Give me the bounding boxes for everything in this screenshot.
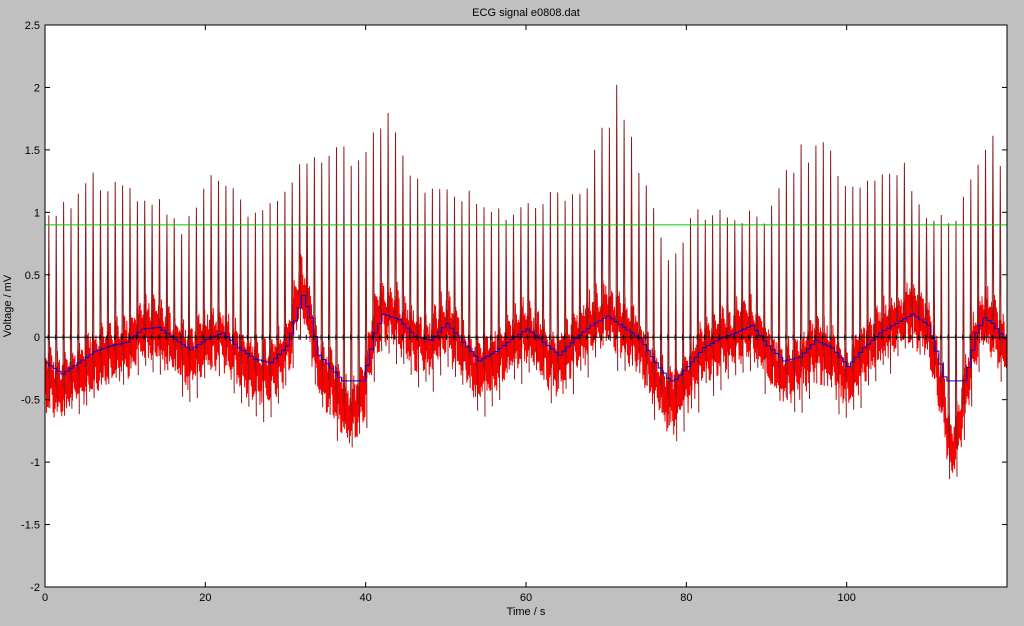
x-tick-label: 80 [680,592,692,604]
axes-frame [44,24,1008,588]
x-tick-label: 0 [42,592,48,604]
x-tick-label: 100 [837,592,855,604]
y-tick-label: -1 [30,457,40,469]
y-tick-label: 0 [34,332,40,344]
x-tick-label: 60 [520,592,532,604]
x-tick-label: 20 [199,592,211,604]
y-tick-label: 1 [34,207,40,219]
y-tick-label: 2.5 [25,20,40,32]
y-tick-label: 2 [34,82,40,94]
x-tick-label: 40 [360,592,372,604]
y-tick-label: 0.5 [25,270,40,282]
y-axis-label: Voltage / mV [2,274,14,337]
series-layer [44,84,1008,480]
r-peak-spikes [47,84,1002,480]
x-axis-label: Time / s [507,606,546,618]
y-tick-label: -1.5 [21,520,40,532]
y-tick-label: -0.5 [21,395,40,407]
axes-background [45,25,1007,587]
chart-title: ECG signal e0808.dat [472,7,580,19]
filtered-signal-line [45,294,1008,382]
y-tick-label: 1.5 [25,145,40,157]
y-tick-label: -2 [30,582,40,594]
